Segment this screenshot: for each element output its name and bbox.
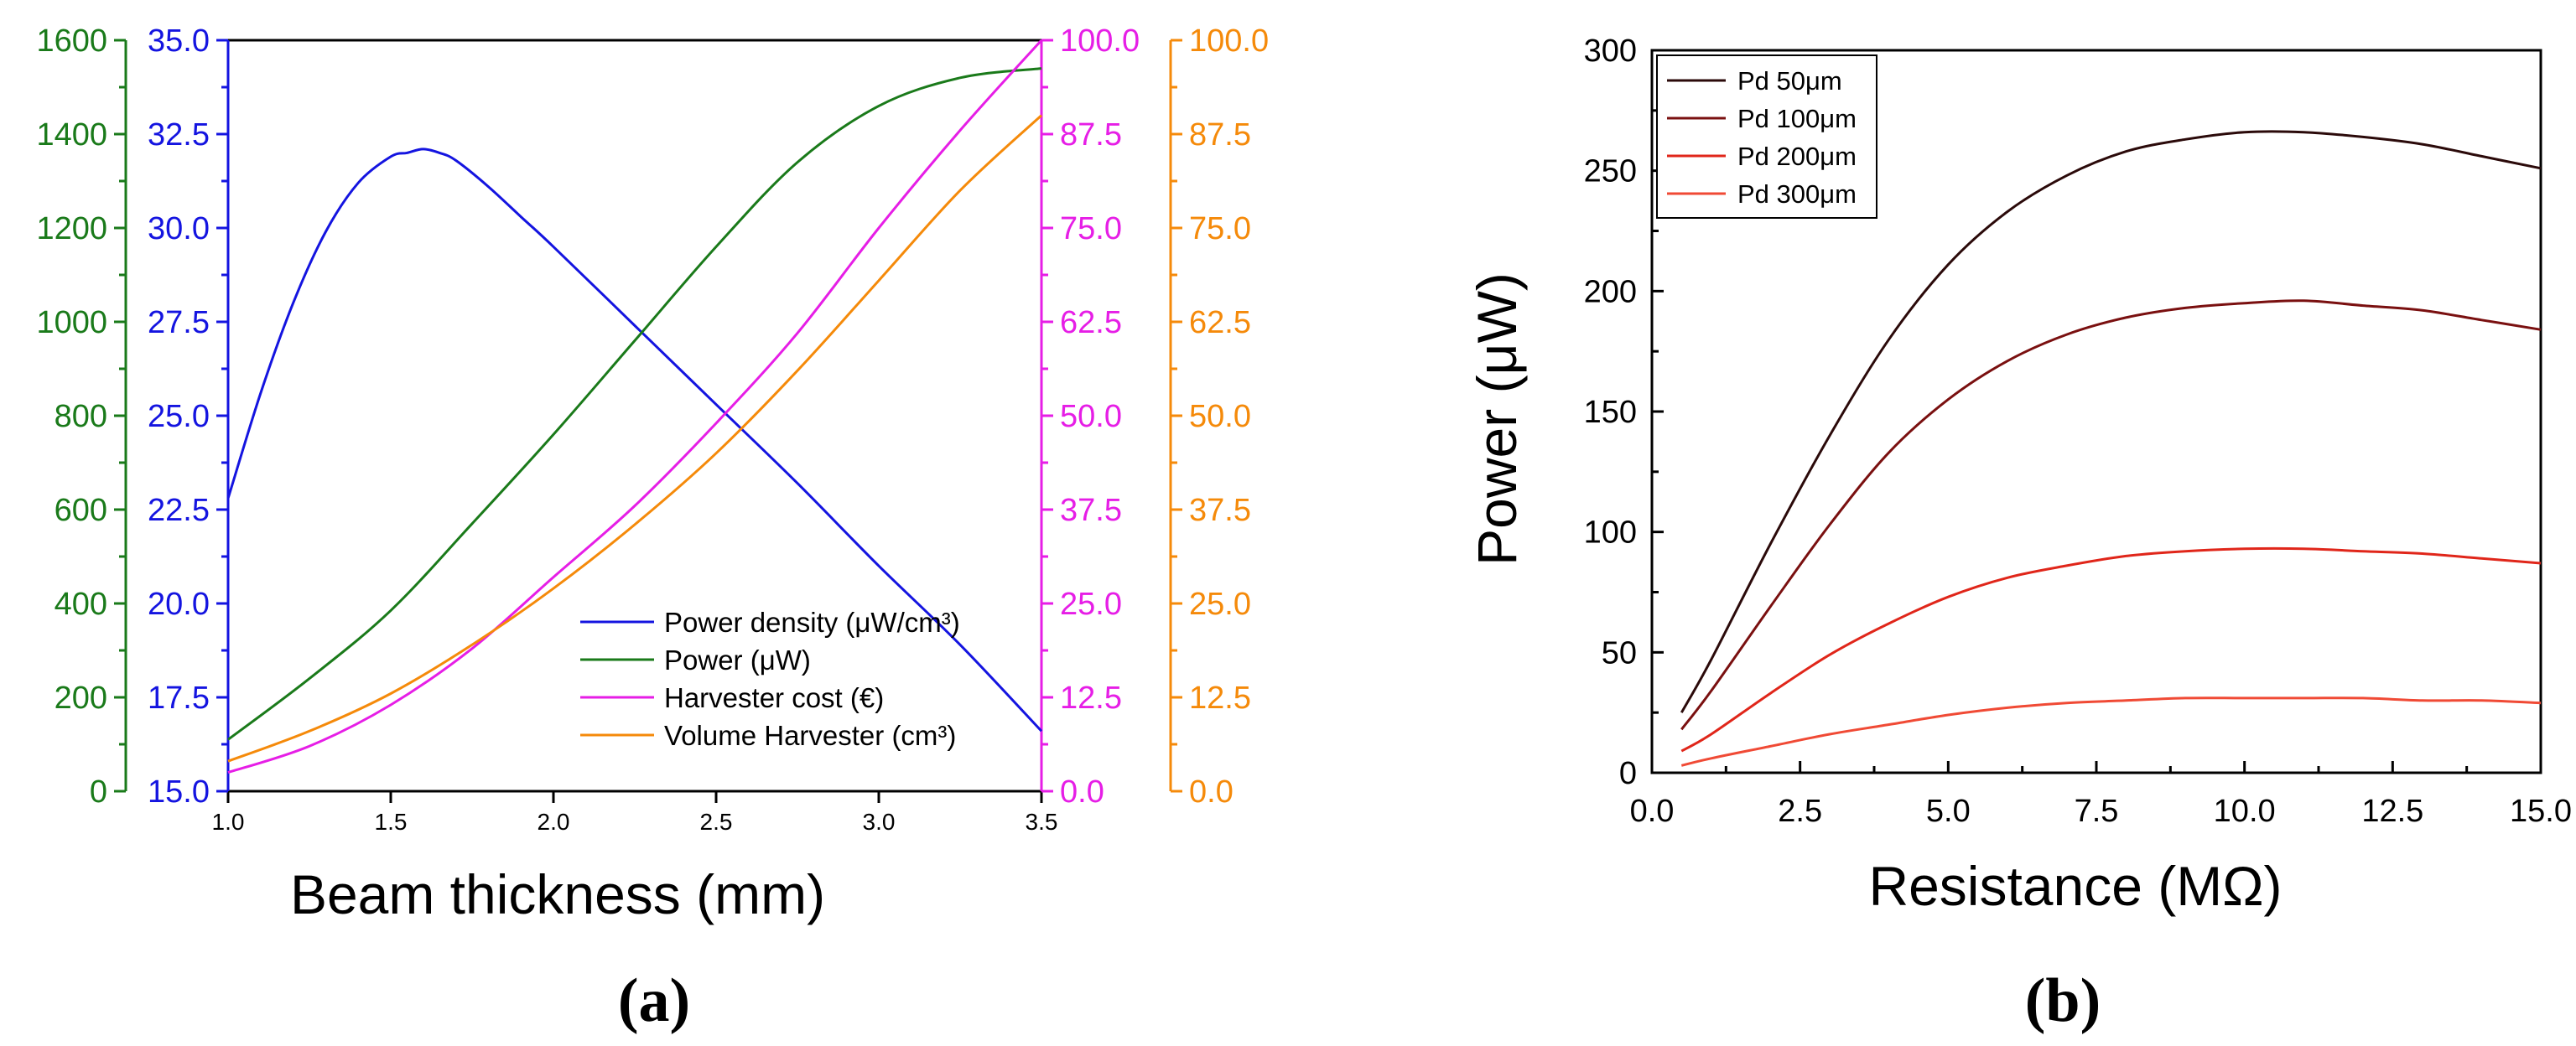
chart-b-series-line-3 (1680, 546, 2542, 753)
chart-a-cost-tick-label: 50.0 (1060, 399, 1122, 434)
chart-a-x-tick-label: 1.0 (212, 809, 245, 835)
chart-a-axes: 1.0 1.5 2.0 2.5 3.0 3.5 0 200 400 600 800 1000 1200 1… (36, 23, 1269, 835)
chart-b-y-tick-label: 100 (1584, 515, 1637, 551)
chart-a-power-tick-label: 1600 (36, 23, 107, 59)
chart-a-power-tick-label: 200 (55, 681, 107, 716)
chart-a-volume-tick-label: 0.0 (1189, 774, 1233, 810)
chart-b-y-axis-label: Power (μW) (1466, 272, 1528, 566)
chart-a-frame (228, 39, 1041, 793)
chart-b-x-tick-label: 2.5 (1778, 794, 1822, 829)
chart-b-legend-label: Pd 50μm (1737, 66, 1842, 96)
chart-a-x-tick-label: 2.5 (700, 809, 733, 835)
chart-a-legend-label: Power density (μW/cm³) (664, 607, 960, 638)
chart-a-power-tick-label: 1000 (36, 305, 107, 340)
chart-b-series-line-2 (1680, 299, 2542, 731)
chart-a-volume-tick-label: 12.5 (1189, 681, 1251, 716)
chart-b-x-tick-label: 7.5 (2075, 794, 2119, 829)
chart-a-x-axis-label: Beam thickness (mm) (290, 863, 825, 925)
chart-a-power-tick-label: 800 (55, 399, 107, 434)
chart-a-cost-tick-label: 0.0 (1060, 774, 1104, 810)
chart-b-x-tick-label: 15.0 (2510, 794, 2572, 829)
chart-b-x-tick-label: 5.0 (1926, 794, 1971, 829)
chart-b-y-tick-label: 250 (1584, 154, 1637, 189)
chart-a-legend: Power density (μW/cm³) Power (μW) Harveste… (580, 607, 960, 751)
chart-b-series (1680, 130, 2542, 767)
chart-b-panel-label: (b) (2025, 966, 2101, 1035)
chart-b-legend: Pd 50μm Pd 100μm Pd 200μm Pd 300μm (1656, 54, 1877, 219)
chart-b-legend-box (1656, 54, 1877, 219)
chart-b-legend-label: Pd 300μm (1737, 179, 1857, 209)
chart-b-x-tick-label: 0.0 (1630, 794, 1675, 829)
chart-a-series (226, 39, 1043, 774)
chart-a-cost-tick-label: 12.5 (1060, 681, 1122, 716)
chart-a-x-tick-label: 3.5 (1026, 809, 1058, 835)
chart-b-legend-label: Pd 100μm (1737, 104, 1857, 133)
chart-a-volume-tick-label: 62.5 (1189, 305, 1251, 340)
chart-a-legend-label: Power (μW) (664, 645, 811, 676)
chart-a-cost-tick-label: 62.5 (1060, 305, 1122, 340)
chart-a-series-line-3 (227, 39, 1043, 774)
chart-a-x-tick-label: 2.0 (538, 809, 570, 835)
chart-a-density-tick-label: 20.0 (148, 587, 210, 622)
chart-a-panel-label: (a) (618, 966, 690, 1035)
chart-a-cost-tick-label: 87.5 (1060, 117, 1122, 153)
chart-a-density-tick-label: 27.5 (148, 305, 210, 340)
chart-a-volume-tick-label: 50.0 (1189, 399, 1251, 434)
chart-a: 1.0 1.5 2.0 2.5 3.0 3.5 0 200 400 600 800 1000 1200 1… (36, 23, 1269, 1035)
chart-a-x-tick-label: 3.0 (863, 809, 896, 835)
chart-a-density-tick-label: 17.5 (148, 681, 210, 716)
chart-b-y-tick-label: 300 (1584, 34, 1637, 69)
chart-a-x-tick-label: 1.5 (375, 809, 408, 835)
chart-b-axes: 0.0 2.5 5.0 7.5 10.0 12.5 15.0 0 50 100 150 200 250 3… (1584, 34, 2572, 829)
chart-a-series-line-4 (227, 114, 1043, 763)
chart-b-y-tick-label: 200 (1584, 274, 1637, 309)
chart-b-y-tick-label: 150 (1584, 395, 1637, 430)
chart-a-power-tick-label: 600 (55, 493, 107, 528)
chart-a-density-tick-label: 22.5 (148, 493, 210, 528)
chart-a-volume-tick-label: 75.0 (1189, 211, 1251, 246)
chart-a-series-line-1 (226, 148, 1043, 733)
chart-a-power-tick-label: 0 (90, 774, 107, 810)
chart-b: 0.0 2.5 5.0 7.5 10.0 12.5 15.0 0 50 100 150 200 250 3… (1466, 34, 2572, 1035)
chart-a-legend-label: Volume Harvester (cm³) (664, 720, 956, 751)
chart-b-series-line-4 (1680, 696, 2542, 767)
chart-a-density-tick-label: 32.5 (148, 117, 210, 153)
chart-a-volume-tick-label: 87.5 (1189, 117, 1251, 153)
chart-a-cost-tick-label: 75.0 (1060, 211, 1122, 246)
chart-a-power-tick-label: 1200 (36, 211, 107, 246)
chart-a-cost-tick-label: 25.0 (1060, 587, 1122, 622)
chart-a-legend-label: Harvester cost (€) (664, 682, 884, 713)
chart-b-x-axis-label: Resistance (MΩ) (1868, 855, 2282, 917)
chart-a-power-tick-label: 400 (55, 587, 107, 622)
chart-a-density-tick-label: 30.0 (148, 211, 210, 246)
chart-b-series-line-1 (1680, 130, 2542, 713)
chart-a-cost-tick-label: 100.0 (1060, 23, 1140, 59)
chart-a-density-tick-label: 15.0 (148, 774, 210, 810)
chart-b-y-tick-label: 0 (1619, 756, 1637, 791)
chart-a-density-tick-label: 35.0 (148, 23, 210, 59)
chart-a-volume-tick-label: 100.0 (1189, 23, 1269, 59)
chart-a-volume-tick-label: 37.5 (1189, 493, 1251, 528)
chart-a-density-tick-label: 25.0 (148, 399, 210, 434)
chart-b-legend-label: Pd 200μm (1737, 142, 1857, 171)
chart-b-y-tick-label: 50 (1602, 635, 1637, 671)
chart-a-power-tick-label: 1400 (36, 117, 107, 153)
chart-b-x-tick-label: 12.5 (2361, 794, 2423, 829)
chart-a-cost-tick-label: 37.5 (1060, 493, 1122, 528)
chart-a-series-line-2 (227, 67, 1042, 741)
chart-a-volume-tick-label: 25.0 (1189, 587, 1251, 622)
chart-b-x-tick-label: 10.0 (2214, 794, 2276, 829)
